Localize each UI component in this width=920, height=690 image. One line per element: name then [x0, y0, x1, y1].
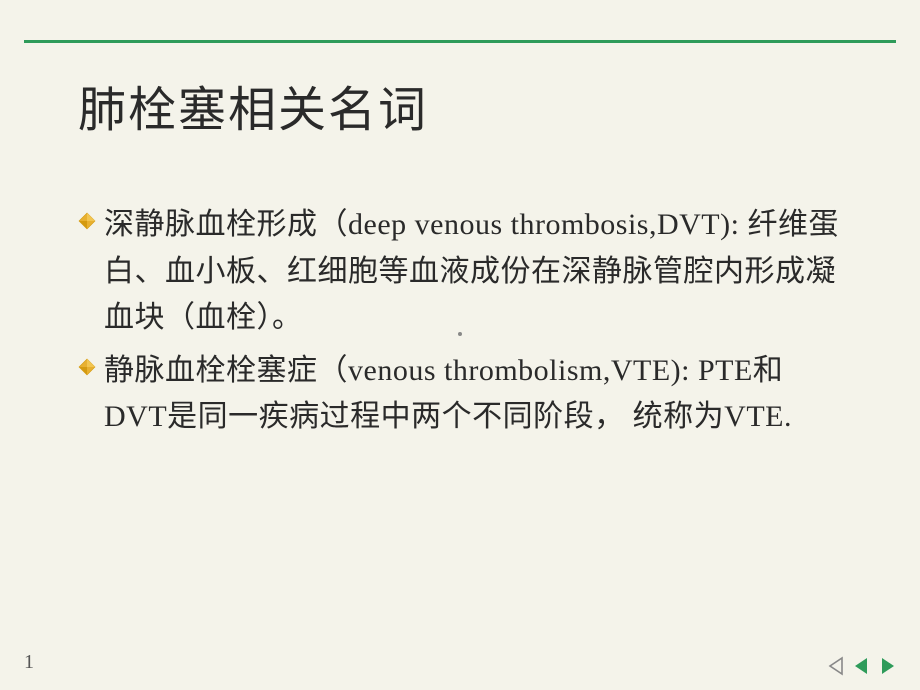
page-number: 1: [24, 651, 34, 674]
nav-next-button[interactable]: [876, 654, 898, 678]
diamond-bullet-icon: [78, 358, 96, 376]
slide-content: 深静脉血栓形成（deep venous thrombosis,DVT): 纤维蛋…: [78, 202, 842, 441]
bullet-item: 深静脉血栓形成（deep venous thrombosis,DVT): 纤维蛋…: [78, 202, 842, 342]
bullet-item: 静脉血栓栓塞症（venous thrombolism,VTE): PTE和DVT…: [78, 348, 842, 441]
bullet-text: 静脉血栓栓塞症（venous thrombolism,VTE): PTE和DVT…: [104, 348, 842, 441]
nav-back-button[interactable]: [851, 654, 873, 678]
slide-container: 肺栓塞相关名词 深静脉血栓形成（deep venous thrombosis,D…: [0, 0, 920, 690]
slide-title: 肺栓塞相关名词: [78, 70, 920, 140]
bullet-text: 深静脉血栓形成（deep venous thrombosis,DVT): 纤维蛋…: [104, 202, 842, 342]
nav-controls: [826, 654, 898, 678]
accent-line: [24, 30, 896, 33]
center-marker: [458, 332, 462, 336]
nav-prev-button[interactable]: [826, 654, 848, 678]
diamond-bullet-icon: [78, 212, 96, 230]
